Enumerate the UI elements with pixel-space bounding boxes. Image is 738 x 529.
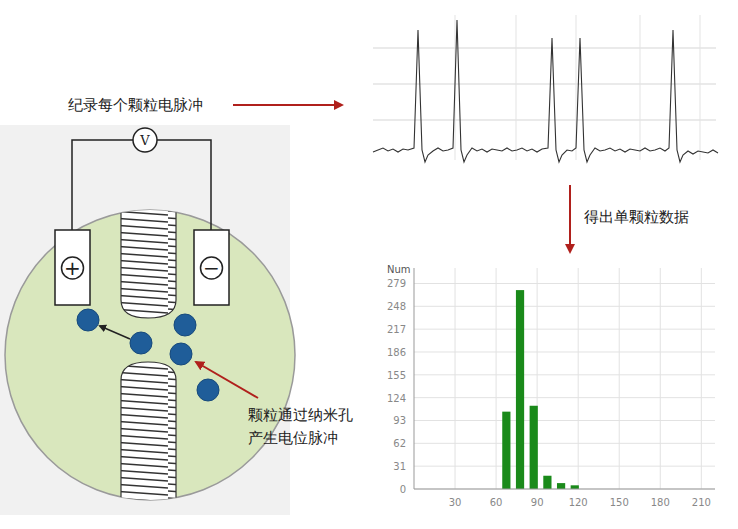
y-tick-label: 186: [387, 347, 406, 358]
x-tick-label: 90: [531, 497, 544, 508]
grid-line: [414, 489, 715, 490]
grid-line: [414, 466, 715, 467]
flow-arrow: [569, 185, 571, 252]
y-tick-label: 0: [400, 484, 406, 495]
bar: [516, 290, 524, 489]
pulse-label: 纪录每个颗粒电脉冲: [68, 96, 203, 114]
grid-line: [414, 397, 715, 398]
wire: [72, 140, 211, 230]
y-tick-label: 93: [393, 415, 406, 426]
y-tick-label: 124: [387, 393, 406, 404]
y-tick-label: 248: [387, 301, 406, 312]
grid-line: [455, 268, 456, 489]
grid-line: [414, 443, 715, 444]
x-tick-label: 150: [610, 497, 629, 508]
trace-grid: [373, 120, 716, 121]
voltmeter-label: V: [139, 133, 150, 148]
particle: [77, 309, 99, 331]
motion-arrow: [100, 326, 130, 339]
electrode-label: +: [64, 256, 81, 280]
electrode: [194, 230, 229, 305]
grid-line: [414, 329, 715, 330]
x-tick-label: 120: [569, 497, 588, 508]
particle-label: 颗粒通过纳米孔: [248, 406, 353, 424]
y-axis-label: Num: [387, 264, 411, 275]
y-tick-label: 62: [393, 438, 406, 449]
y-tick-label: 217: [387, 324, 406, 335]
electrode-symbol: [201, 257, 223, 279]
trace-grid: [640, 15, 641, 160]
grid-line: [414, 283, 715, 284]
grid-line: [496, 268, 497, 489]
electrode-label: −: [203, 256, 220, 280]
pulse-trace-panel: [373, 15, 718, 162]
voltmeter: [133, 128, 157, 152]
particle: [170, 343, 192, 365]
grid-line: [414, 420, 715, 421]
grid-line: [414, 306, 715, 307]
x-axis: [414, 489, 715, 490]
y-tick-label: 279: [387, 278, 406, 289]
pore-wall-top: [121, 195, 176, 318]
y-tick-label: 155: [387, 370, 406, 381]
grid-line: [619, 268, 620, 489]
electrode-symbol: [62, 257, 84, 279]
electrode: [55, 230, 90, 305]
result-label: 得出单颗粒数据: [584, 208, 689, 226]
trace-grid: [373, 48, 716, 49]
bar: [543, 476, 551, 489]
particle-label: 产生电位脉冲: [248, 429, 338, 447]
bars: [502, 290, 579, 489]
x-tick-label: 210: [692, 497, 711, 508]
bar: [530, 406, 538, 489]
x-tick-label: 60: [490, 497, 503, 508]
trace-grid: [700, 15, 701, 160]
particle: [174, 314, 196, 336]
trace-grid: [373, 84, 716, 85]
x-tick-label: 180: [651, 497, 670, 508]
nanopore: [121, 195, 176, 510]
bar: [502, 412, 510, 489]
bar: [557, 483, 565, 489]
particle: [197, 379, 219, 401]
trace-grid: [516, 15, 517, 160]
histogram: 0 31 62 93 124 155 186 217 248 279 30 60 90 120 150 180…: [387, 264, 715, 508]
grid-line: [701, 268, 702, 489]
grid-line: [414, 374, 715, 375]
grid-line: [660, 268, 661, 489]
bar: [571, 485, 579, 489]
grid-line: [414, 351, 715, 352]
x-tick-label: 30: [449, 497, 462, 508]
y-axis: [414, 268, 415, 489]
pore-wall-bottom: [121, 362, 176, 510]
particle: [130, 332, 152, 354]
pointer-arrow: [196, 362, 258, 398]
flow-arrow: [233, 104, 342, 106]
y-tick-label: 31: [393, 461, 406, 472]
canvas: V + − 颗粒通过纳米孔产生电位脉冲 纪录每个颗粒电脉冲得出单颗粒数据 0 31 62 93 1…: [0, 0, 738, 529]
grid-line: [578, 268, 579, 489]
pulse-trace: [373, 20, 718, 162]
